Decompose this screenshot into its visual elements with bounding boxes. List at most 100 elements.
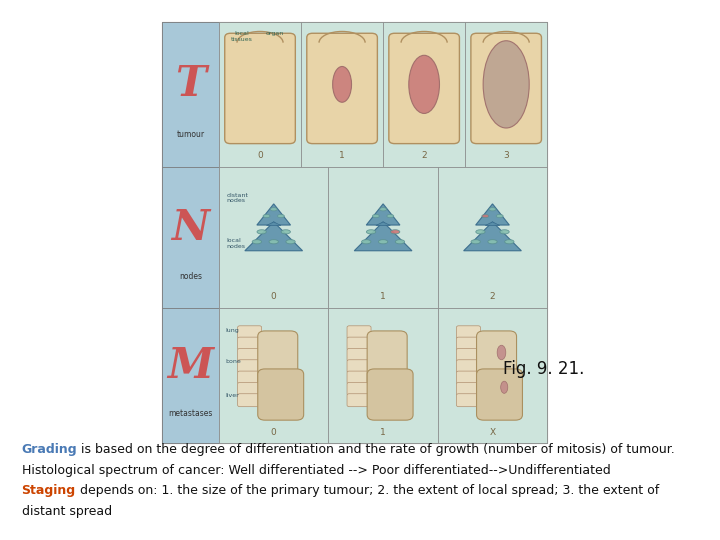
Text: 1: 1 xyxy=(380,428,386,437)
FancyBboxPatch shape xyxy=(219,22,301,167)
Text: Histological spectrum of cancer: Well differentiated --> Poor differentiated-->U: Histological spectrum of cancer: Well di… xyxy=(22,464,611,477)
Polygon shape xyxy=(354,222,412,251)
FancyBboxPatch shape xyxy=(238,348,261,361)
FancyBboxPatch shape xyxy=(238,326,261,339)
FancyBboxPatch shape xyxy=(456,371,480,384)
Text: depends on: 1. the size of the primary tumour; 2. the extent of local spread; 3.: depends on: 1. the size of the primary t… xyxy=(76,484,659,497)
FancyBboxPatch shape xyxy=(328,308,438,443)
Ellipse shape xyxy=(263,214,270,218)
Text: tumour: tumour xyxy=(176,131,204,139)
FancyBboxPatch shape xyxy=(238,382,261,395)
Polygon shape xyxy=(376,222,390,226)
Text: liver: liver xyxy=(225,393,239,398)
Text: local
tissues: local tissues xyxy=(231,31,253,42)
Ellipse shape xyxy=(409,55,439,113)
Ellipse shape xyxy=(277,214,284,218)
Text: M: M xyxy=(168,345,214,387)
Text: nodes: nodes xyxy=(179,273,202,281)
Text: Grading: Grading xyxy=(22,443,77,456)
Ellipse shape xyxy=(488,240,498,244)
Text: Fig. 9. 21.: Fig. 9. 21. xyxy=(503,360,585,377)
FancyBboxPatch shape xyxy=(162,167,219,308)
Text: distant
nodes: distant nodes xyxy=(227,193,248,204)
Ellipse shape xyxy=(361,240,371,244)
FancyBboxPatch shape xyxy=(456,348,480,361)
Ellipse shape xyxy=(489,208,496,211)
FancyBboxPatch shape xyxy=(347,394,371,407)
Polygon shape xyxy=(476,204,509,225)
Text: 0: 0 xyxy=(257,151,263,160)
FancyBboxPatch shape xyxy=(438,167,547,308)
Ellipse shape xyxy=(281,230,290,234)
FancyBboxPatch shape xyxy=(347,348,371,361)
Polygon shape xyxy=(464,222,521,251)
Text: lung: lung xyxy=(225,328,239,333)
FancyBboxPatch shape xyxy=(438,308,547,443)
Ellipse shape xyxy=(500,381,508,393)
Text: is based on the degree of differentiation and the rate of growth (number of mito: is based on the degree of differentiatio… xyxy=(77,443,675,456)
FancyBboxPatch shape xyxy=(347,360,371,373)
Text: organ: organ xyxy=(266,31,284,36)
FancyBboxPatch shape xyxy=(465,22,547,167)
FancyBboxPatch shape xyxy=(389,33,459,144)
FancyBboxPatch shape xyxy=(367,369,413,420)
FancyBboxPatch shape xyxy=(307,33,377,144)
Polygon shape xyxy=(366,204,400,225)
FancyBboxPatch shape xyxy=(456,337,480,350)
Ellipse shape xyxy=(505,240,514,244)
FancyBboxPatch shape xyxy=(162,22,547,443)
Ellipse shape xyxy=(482,214,489,218)
FancyBboxPatch shape xyxy=(471,33,541,144)
FancyBboxPatch shape xyxy=(162,308,219,443)
Text: bone: bone xyxy=(225,360,241,365)
Text: 1: 1 xyxy=(339,151,345,160)
Ellipse shape xyxy=(379,240,388,244)
Ellipse shape xyxy=(286,240,295,244)
Ellipse shape xyxy=(497,345,506,360)
FancyBboxPatch shape xyxy=(477,369,523,420)
Text: 2: 2 xyxy=(421,151,427,160)
Ellipse shape xyxy=(390,230,400,234)
FancyBboxPatch shape xyxy=(162,22,219,167)
FancyBboxPatch shape xyxy=(238,371,261,384)
FancyBboxPatch shape xyxy=(456,360,480,373)
Text: 1: 1 xyxy=(380,292,386,301)
Text: Staging: Staging xyxy=(22,484,76,497)
Ellipse shape xyxy=(496,214,503,218)
Text: 3: 3 xyxy=(503,151,509,160)
Ellipse shape xyxy=(395,240,405,244)
Ellipse shape xyxy=(269,240,279,244)
Ellipse shape xyxy=(500,230,509,234)
Ellipse shape xyxy=(483,40,529,128)
FancyBboxPatch shape xyxy=(258,369,304,420)
FancyBboxPatch shape xyxy=(347,326,371,339)
Text: metastases: metastases xyxy=(168,409,212,417)
Text: distant spread: distant spread xyxy=(22,505,112,518)
FancyBboxPatch shape xyxy=(347,371,371,384)
FancyBboxPatch shape xyxy=(328,167,438,308)
Polygon shape xyxy=(245,222,302,251)
FancyBboxPatch shape xyxy=(456,394,480,407)
Text: T: T xyxy=(175,63,206,105)
Text: X: X xyxy=(490,428,495,437)
FancyBboxPatch shape xyxy=(301,22,383,167)
FancyBboxPatch shape xyxy=(456,382,480,395)
Ellipse shape xyxy=(333,66,351,102)
Polygon shape xyxy=(257,204,291,225)
Ellipse shape xyxy=(252,240,261,244)
FancyBboxPatch shape xyxy=(367,331,407,386)
Ellipse shape xyxy=(270,208,277,211)
Ellipse shape xyxy=(379,208,387,211)
FancyBboxPatch shape xyxy=(219,308,328,443)
FancyBboxPatch shape xyxy=(383,22,465,167)
Ellipse shape xyxy=(476,230,485,234)
FancyBboxPatch shape xyxy=(456,326,480,339)
Ellipse shape xyxy=(471,240,480,244)
Ellipse shape xyxy=(372,214,379,218)
Text: local
nodes: local nodes xyxy=(227,238,246,248)
Ellipse shape xyxy=(387,214,394,218)
FancyBboxPatch shape xyxy=(238,360,261,373)
Ellipse shape xyxy=(257,230,266,234)
Polygon shape xyxy=(266,222,281,226)
FancyBboxPatch shape xyxy=(347,337,371,350)
